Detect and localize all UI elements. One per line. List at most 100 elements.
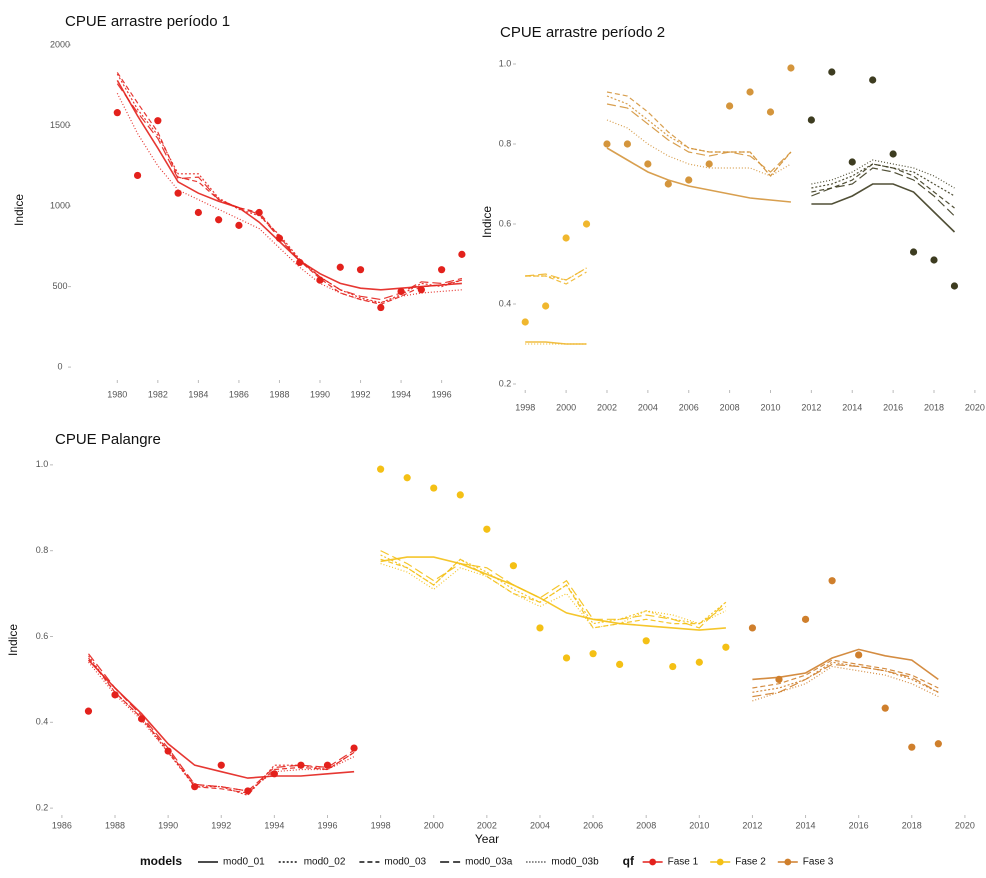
y-tick-label: 0.6 bbox=[499, 218, 512, 228]
observed-point bbox=[403, 474, 411, 482]
observed-point bbox=[909, 248, 918, 256]
x-tick-label: 1996 bbox=[432, 389, 452, 399]
observed-point bbox=[111, 691, 119, 699]
observed-point bbox=[828, 577, 836, 585]
y-tick-label: 0.8 bbox=[36, 545, 49, 555]
x-tick-label: 2000 bbox=[424, 820, 444, 830]
observed-point bbox=[215, 216, 223, 224]
model-line bbox=[811, 167, 955, 217]
x-tick-label: 2012 bbox=[742, 820, 762, 830]
legend-label: mod0_02 bbox=[304, 857, 346, 868]
x-tick-label: 1990 bbox=[158, 820, 178, 830]
model-line bbox=[811, 183, 956, 233]
legend-label: mod0_01 bbox=[223, 857, 265, 868]
observed-point bbox=[930, 256, 938, 264]
observed-point bbox=[726, 102, 734, 110]
observed-point bbox=[807, 116, 815, 124]
observed-point bbox=[323, 761, 332, 769]
observed-point bbox=[133, 171, 142, 180]
x-axis-label: Year bbox=[475, 832, 499, 846]
x-tick-label: 2016 bbox=[849, 820, 869, 830]
legend-swatch bbox=[716, 858, 724, 866]
observed-point bbox=[483, 525, 491, 533]
x-tick-label: 2004 bbox=[638, 402, 658, 412]
observed-point bbox=[881, 704, 889, 712]
observed-point bbox=[270, 770, 278, 778]
y-tick-label: 0.4 bbox=[36, 717, 49, 727]
observed-point bbox=[828, 68, 836, 76]
observed-point bbox=[84, 707, 93, 715]
observed-point bbox=[616, 660, 624, 668]
model-line bbox=[380, 550, 727, 629]
x-tick-label: 2018 bbox=[924, 402, 944, 412]
observed-point bbox=[950, 282, 959, 290]
observed-point bbox=[191, 783, 199, 791]
model-line bbox=[116, 80, 462, 291]
observed-point bbox=[644, 160, 652, 168]
y-tick-label: 2000 bbox=[50, 39, 70, 49]
x-tick-label: 1992 bbox=[351, 389, 371, 399]
x-tick-label: 2004 bbox=[530, 820, 550, 830]
model-line bbox=[116, 72, 463, 305]
observed-point bbox=[458, 250, 466, 258]
y-tick-label: 0.6 bbox=[36, 631, 49, 641]
observed-point bbox=[521, 318, 529, 326]
x-tick-label: 2006 bbox=[679, 402, 699, 412]
x-tick-label: 2018 bbox=[902, 820, 922, 830]
x-tick-label: 2014 bbox=[842, 402, 862, 412]
observed-point bbox=[787, 64, 795, 72]
observed-point bbox=[174, 189, 182, 197]
observed-point bbox=[623, 140, 632, 148]
x-tick-label: 2008 bbox=[636, 820, 656, 830]
observed-point bbox=[582, 220, 591, 228]
observed-point bbox=[855, 651, 863, 659]
legend-label: Fase 2 bbox=[735, 857, 766, 868]
x-tick-label: 1988 bbox=[105, 820, 125, 830]
x-tick-label: 1984 bbox=[188, 389, 208, 399]
model-line bbox=[87, 659, 355, 779]
legend-title: models bbox=[140, 854, 182, 868]
x-tick-label: 1986 bbox=[52, 820, 72, 830]
y-tick-label: 1000 bbox=[50, 200, 70, 210]
observed-point bbox=[350, 744, 358, 752]
model-line bbox=[525, 271, 587, 285]
observed-point bbox=[356, 266, 365, 274]
x-tick-label: 2002 bbox=[477, 820, 497, 830]
model-line bbox=[811, 159, 955, 189]
x-tick-label: 2010 bbox=[760, 402, 780, 412]
observed-point bbox=[908, 743, 916, 751]
observed-point bbox=[456, 491, 464, 499]
observed-point bbox=[397, 287, 405, 296]
y-tick-label: 0.2 bbox=[499, 378, 512, 388]
legend-label: mod0_03b bbox=[551, 857, 599, 868]
model-line bbox=[752, 663, 939, 698]
observed-point bbox=[801, 615, 810, 623]
model-line bbox=[380, 563, 727, 629]
model-line bbox=[116, 73, 463, 304]
observed-point bbox=[417, 286, 425, 294]
observed-point bbox=[235, 221, 243, 229]
model-line bbox=[606, 119, 792, 177]
observed-point bbox=[669, 662, 677, 671]
x-tick-label: 2020 bbox=[955, 820, 975, 830]
observed-point bbox=[848, 158, 856, 166]
observed-point bbox=[934, 740, 942, 748]
y-tick-label: 1.0 bbox=[36, 459, 49, 469]
panel-title: CPUE arrastre período 2 bbox=[500, 24, 665, 41]
observed-point bbox=[194, 208, 202, 217]
x-tick-label: 1994 bbox=[391, 389, 411, 399]
model-line bbox=[88, 657, 355, 794]
observed-point bbox=[244, 787, 252, 795]
legend-swatch bbox=[784, 858, 792, 866]
legend-title: qf bbox=[623, 854, 635, 868]
x-tick-label: 2010 bbox=[689, 820, 709, 830]
y-tick-label: 500 bbox=[52, 281, 67, 291]
model-line bbox=[116, 93, 462, 304]
x-tick-label: 2012 bbox=[801, 402, 821, 412]
observed-point bbox=[164, 747, 172, 755]
observed-point bbox=[775, 675, 783, 684]
y-axis-label: Indice bbox=[12, 194, 26, 226]
model-line bbox=[88, 661, 355, 792]
x-tick-label: 1998 bbox=[515, 402, 535, 412]
